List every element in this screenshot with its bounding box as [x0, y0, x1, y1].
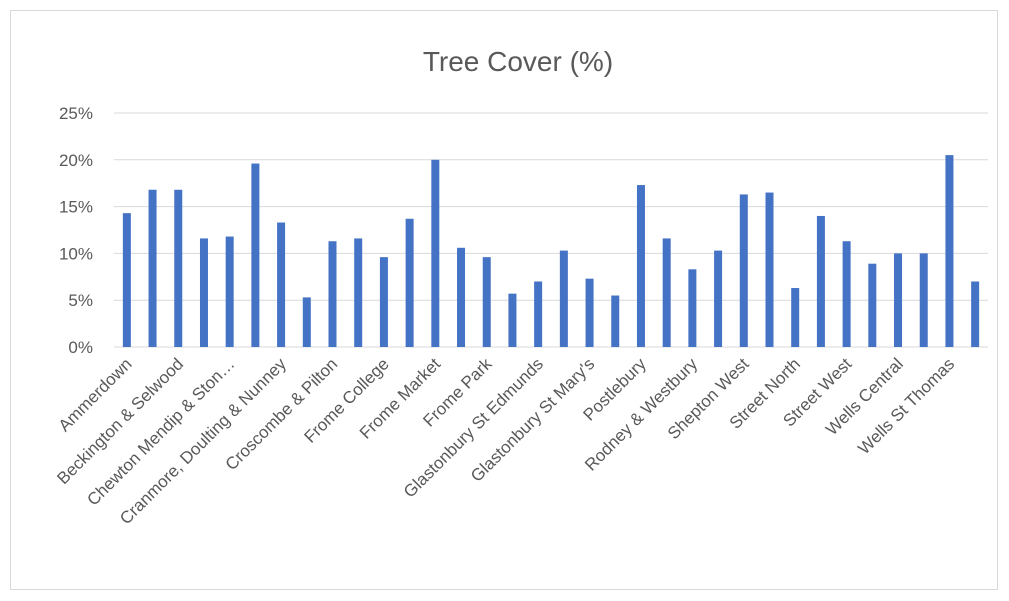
- bar: [379, 257, 388, 347]
- bar: [457, 247, 466, 347]
- bar: [739, 194, 748, 347]
- bar: [945, 155, 954, 347]
- bar: [559, 250, 568, 347]
- bar: [508, 293, 517, 347]
- bar: [534, 281, 543, 347]
- bar: [174, 189, 183, 347]
- bar: [251, 163, 260, 347]
- chart-title: Tree Cover (%): [423, 46, 613, 77]
- bar: [405, 218, 414, 347]
- bar: [919, 253, 928, 347]
- y-tick-label: 25%: [59, 104, 93, 123]
- y-tick-label: 0%: [68, 338, 93, 357]
- bar: [894, 253, 903, 347]
- bar: [431, 159, 440, 347]
- bar: [868, 263, 877, 347]
- x-category-label: Wells St Thomas: [854, 354, 958, 458]
- y-tick-label: 15%: [59, 198, 93, 217]
- bar: [765, 192, 774, 347]
- bar: [816, 215, 825, 347]
- bar: [662, 238, 671, 347]
- bar: [277, 222, 286, 347]
- bar: [354, 238, 363, 347]
- bar-chart: Tree Cover (%) 0%5%10%15%20%25% Ammerdow…: [53, 46, 988, 528]
- bar: [148, 189, 157, 347]
- bar: [611, 295, 620, 347]
- y-tick-label: 20%: [59, 151, 93, 170]
- chart-frame: Tree Cover (%) 0% 5% 10% 15% 20% 25% Ammerdow…: [10, 10, 998, 590]
- bar: [842, 241, 851, 347]
- bar: [199, 238, 208, 347]
- bar: [971, 281, 980, 347]
- bar: [688, 269, 697, 347]
- bar: [585, 278, 594, 347]
- bar: [636, 185, 645, 347]
- bar: [122, 213, 131, 347]
- bar: [328, 241, 337, 347]
- bar: [482, 257, 491, 347]
- bar: [791, 288, 800, 347]
- bar: [225, 236, 234, 347]
- y-tick-label: 10%: [59, 244, 93, 263]
- bar: [714, 250, 723, 347]
- y-tick-label: 5%: [68, 291, 93, 310]
- bar: [302, 297, 311, 347]
